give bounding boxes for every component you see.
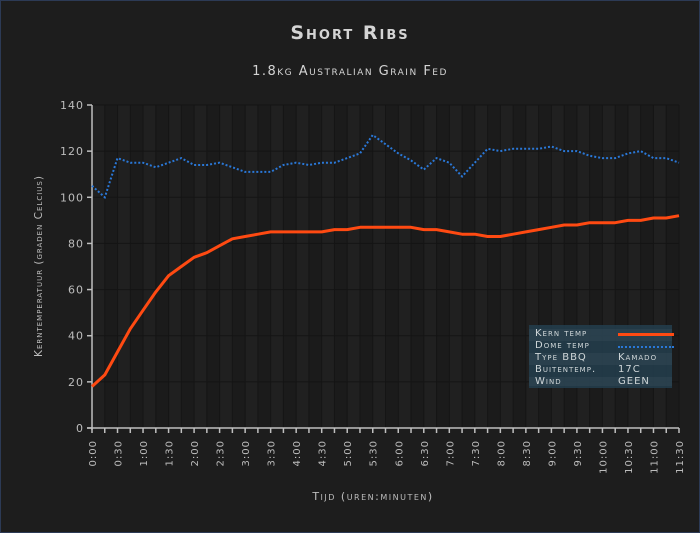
svg-text:4:30: 4:30 [318,440,329,466]
chart-subtitle: 1.8kg Australian Grain Fed [252,64,448,79]
legend-info-bbq: Type BBQ Kamado [535,352,670,364]
legend-label: Kern temp [535,328,588,339]
svg-text:6:00: 6:00 [394,440,405,466]
chart-title: Short Ribs [290,22,410,44]
y-axis-ticks: 0 20 40 60 80 100 120 140 [60,99,92,435]
legend: Kern temp Dome temp Type BBQ Kamado Buit… [529,325,674,388]
dome-temp-line [91,133,680,200]
svg-text:10:30: 10:30 [624,440,635,474]
x-axis-ticks: 0:00 0:30 1:00 1:30 2:00 2:30 3:00 3:30 4:00 4:30… [88,428,686,474]
svg-text:8:00: 8:00 [496,440,507,466]
svg-text:4:00: 4:00 [292,440,303,466]
info-value: GEEN [618,376,650,387]
svg-text:2:00: 2:00 [190,440,201,466]
svg-text:40: 40 [68,330,84,343]
info-key: Wind [535,376,562,387]
svg-text:9:00: 9:00 [547,440,558,466]
svg-text:0: 0 [76,422,84,435]
svg-text:6:30: 6:30 [420,440,431,466]
axes [87,105,679,430]
svg-text:8:30: 8:30 [522,440,533,466]
svg-text:60: 60 [68,284,84,297]
svg-text:5:30: 5:30 [369,440,380,466]
info-value: 17C [618,364,641,375]
svg-text:0:00: 0:00 [88,440,99,466]
svg-text:3:30: 3:30 [267,440,278,466]
legend-info-wind: Wind GEEN [535,376,670,388]
svg-text:7:30: 7:30 [471,440,482,466]
svg-text:80: 80 [68,237,84,250]
svg-text:140: 140 [60,99,84,112]
info-key: Buitentemp. [535,364,597,375]
svg-text:2:30: 2:30 [216,440,227,466]
legend-item-dome: Dome temp [535,340,674,352]
svg-text:120: 120 [60,145,84,158]
x-axis-label: Tijd (uren:minuten) [311,490,433,503]
svg-text:0:30: 0:30 [114,440,125,466]
legend-item-kern: Kern temp [535,328,674,340]
solid-line-swatch-icon [618,333,674,336]
grid-lines [91,104,680,429]
svg-text:3:00: 3:00 [241,440,252,466]
svg-text:10:00: 10:00 [598,440,609,474]
svg-text:7:00: 7:00 [445,440,456,466]
svg-text:11:00: 11:00 [649,440,660,474]
svg-text:20: 20 [68,376,84,389]
info-key: Type BBQ [535,352,587,363]
svg-text:9:30: 9:30 [573,440,584,466]
dotted-line-swatch-icon [618,346,674,348]
svg-text:100: 100 [60,191,84,204]
svg-text:5:00: 5:00 [343,440,354,466]
legend-label: Dome temp [535,340,590,351]
y-axis-label: Kerntemperatuur (graden Celcius) [33,175,45,357]
svg-text:11:30: 11:30 [675,440,686,474]
svg-text:1:00: 1:00 [139,440,150,466]
kern-temp-line [90,214,680,388]
info-value: Kamado [618,352,658,363]
legend-info-outside-temp: Buitentemp. 17C [535,364,670,376]
svg-text:1:30: 1:30 [165,440,176,466]
